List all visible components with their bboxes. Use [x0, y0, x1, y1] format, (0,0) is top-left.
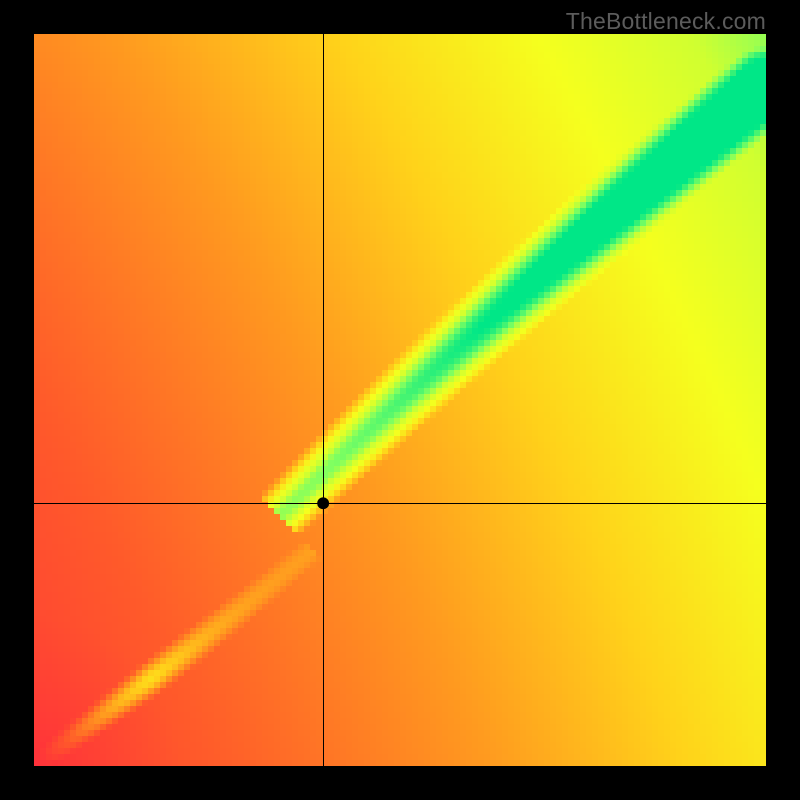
watermark-text: TheBottleneck.com — [566, 8, 766, 35]
chart-container: TheBottleneck.com — [0, 0, 800, 800]
bottleneck-heatmap — [34, 34, 766, 766]
